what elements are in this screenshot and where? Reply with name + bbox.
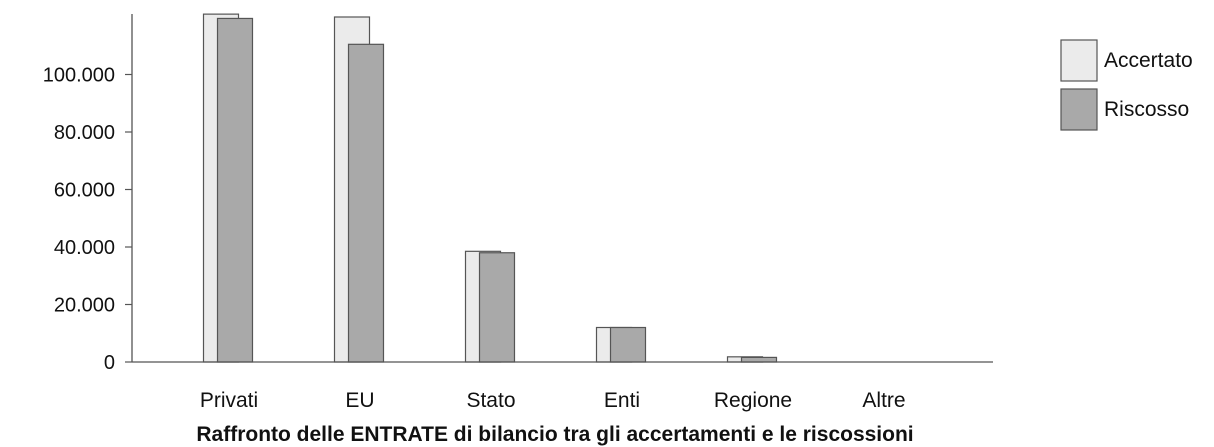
legend-swatch-riscosso bbox=[1060, 88, 1098, 131]
x-category-label: Altre bbox=[862, 389, 905, 412]
x-category-label: EU bbox=[345, 389, 374, 412]
x-category-label: Regione bbox=[714, 389, 792, 412]
plot-area bbox=[202, 13, 778, 363]
legend: Accertato Riscosso bbox=[1060, 39, 1193, 131]
y-tick-label: 80.000 bbox=[54, 122, 115, 144]
legend-swatch-accertato bbox=[1060, 39, 1098, 82]
x-category-label: Enti bbox=[604, 389, 640, 412]
y-axis: 0 20.000 40.000 60.000 80.000 100.000 bbox=[43, 14, 133, 374]
y-tick-label: 0 bbox=[104, 352, 115, 374]
x-category-label: Stato bbox=[466, 389, 515, 412]
y-tick-label: 40.000 bbox=[54, 237, 115, 259]
y-tick-label: 100.000 bbox=[43, 65, 115, 87]
y-tick-label: 20.000 bbox=[54, 295, 115, 317]
bar-riscosso-eu bbox=[347, 43, 385, 363]
y-tick-label: 60.000 bbox=[54, 180, 115, 202]
bar-riscosso-privati bbox=[216, 17, 254, 363]
legend-label-riscosso: Riscosso bbox=[1104, 98, 1189, 121]
chart-caption: Raffronto delle ENTRATE di bilancio tra … bbox=[196, 423, 913, 446]
bar-riscosso-enti bbox=[609, 326, 647, 363]
legend-label-accertato: Accertato bbox=[1104, 49, 1193, 72]
bar-riscosso-stato bbox=[478, 252, 516, 363]
x-axis: Privati EU Stato Enti Regione Altre bbox=[132, 361, 993, 412]
bar-riscosso-regione bbox=[740, 356, 778, 363]
x-category-label: Privati bbox=[200, 389, 258, 412]
